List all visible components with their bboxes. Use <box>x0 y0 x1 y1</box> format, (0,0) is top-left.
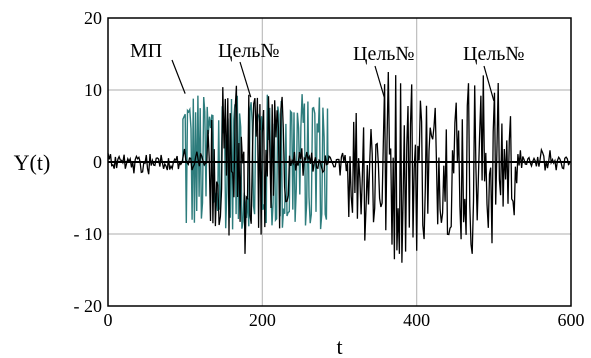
annotations: МП Цель№ Цель№ Цель№ <box>130 40 525 101</box>
x-tick-label: 600 <box>558 310 585 330</box>
y-tick-label: 0 <box>93 152 102 172</box>
series-line-mp <box>108 94 571 230</box>
annotation-leader <box>171 59 186 94</box>
x-tick-label: 0 <box>104 310 113 330</box>
annotation-label: Цель№ <box>353 43 415 65</box>
ticks: 0 200 400 600 20 10 0 - 10 - 20 <box>74 8 585 330</box>
annotation-leader <box>239 61 252 98</box>
x-tick-label: 200 <box>249 310 276 330</box>
annotation-label: Цель№ <box>463 43 525 65</box>
y-tick-label: 10 <box>84 80 102 100</box>
y-tick-label: - 10 <box>74 224 103 244</box>
plot-frame <box>107 17 572 307</box>
annotation-leader <box>483 65 495 101</box>
y-tick-label: - 20 <box>74 296 103 316</box>
y-tick-label: 20 <box>84 8 102 28</box>
series-line-target <box>107 71 571 263</box>
annotation-label: МП <box>130 40 162 62</box>
x-tick-label: 400 <box>403 310 430 330</box>
annotation-label: Цель№ <box>218 40 280 62</box>
noise-series <box>108 94 571 230</box>
annotation-leader <box>374 65 385 98</box>
signal-series <box>107 71 571 263</box>
x-axis-label: t <box>336 334 342 358</box>
y-axis-label: Y(t) <box>14 150 51 175</box>
